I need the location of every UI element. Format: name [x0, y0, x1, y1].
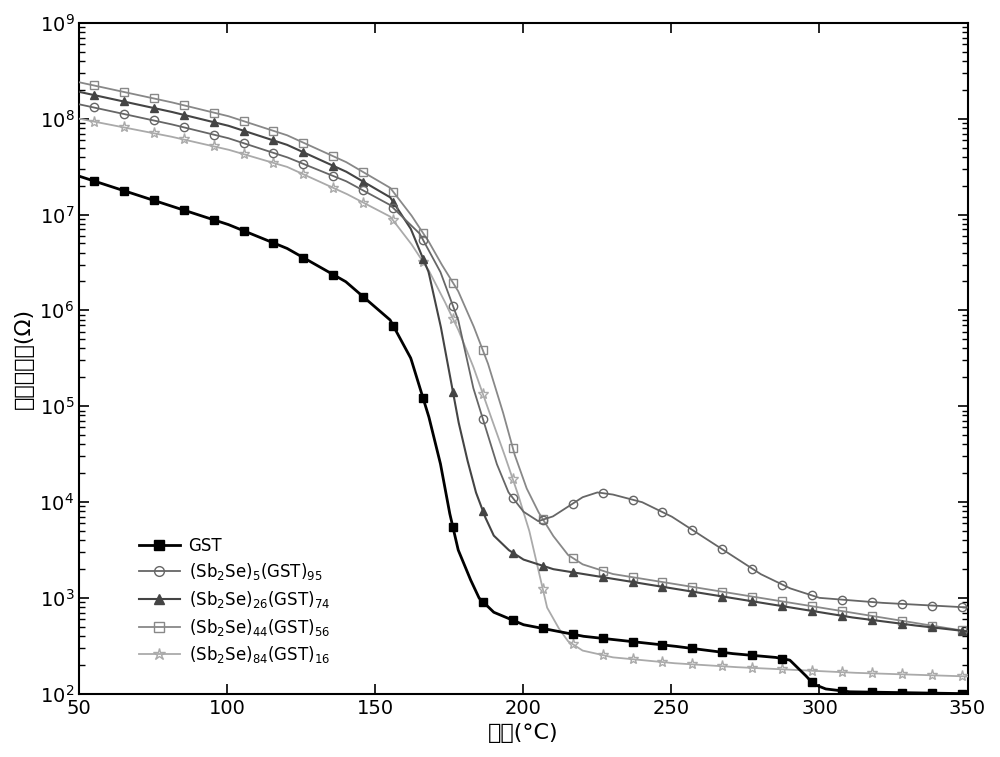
- Legend: GST, (Sb$_2$Se)$_5$(GST)$_{95}$, (Sb$_2$Se)$_{26}$(GST)$_{74}$, (Sb$_2$Se)$_{44}: GST, (Sb$_2$Se)$_5$(GST)$_{95}$, (Sb$_2$…: [132, 530, 336, 672]
- Y-axis label: 归一化电阻(Ω): 归一化电阻(Ω): [14, 307, 34, 409]
- X-axis label: 温度(°C): 温度(°C): [488, 723, 559, 743]
